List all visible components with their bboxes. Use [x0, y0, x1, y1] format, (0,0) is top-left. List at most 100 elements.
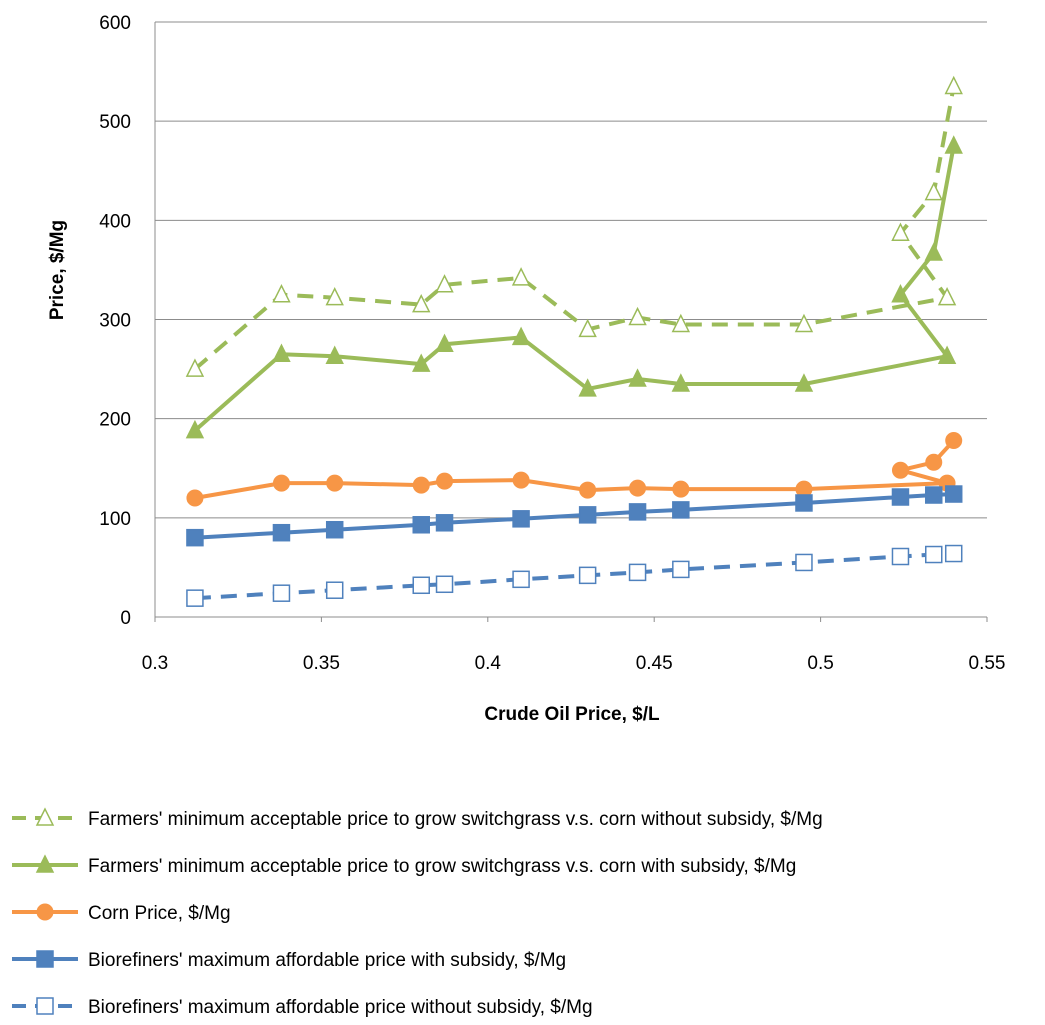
y-tick-label: 0 — [120, 608, 131, 629]
series-4 — [186, 544, 963, 607]
y-tick-label: 500 — [99, 112, 131, 133]
x-tick-label: 0.3 — [142, 653, 168, 674]
data-point — [891, 461, 909, 479]
y-tick-label: 100 — [99, 509, 131, 530]
legend-item-0: Farmers' minimum acceptable price to gro… — [12, 807, 823, 830]
data-point — [924, 181, 943, 201]
data-point — [795, 553, 813, 572]
data-point — [272, 284, 291, 303]
data-point — [944, 135, 963, 154]
series-2 — [186, 431, 963, 507]
data-point — [925, 486, 943, 504]
data-point — [186, 528, 204, 547]
data-point — [325, 520, 344, 539]
axes — [154, 22, 987, 618]
y-tick-label: 600 — [99, 13, 131, 34]
plot-area — [185, 75, 963, 607]
data-point — [891, 488, 910, 506]
data-point — [628, 368, 647, 387]
legend-label: Farmers' minimum acceptable price to gro… — [88, 809, 823, 830]
data-point — [186, 489, 204, 507]
data-point — [891, 547, 910, 566]
data-point — [937, 345, 957, 364]
data-point — [578, 318, 597, 338]
data-point — [891, 284, 910, 303]
legend-marker-swatch — [36, 950, 54, 968]
legend-marker-swatch — [36, 903, 54, 921]
y-axis-title: Price, $/Mg — [47, 220, 68, 320]
data-point — [671, 373, 691, 392]
data-point — [435, 333, 454, 353]
data-point — [412, 516, 430, 534]
data-point — [511, 267, 531, 286]
legend-label: Biorefiners' maximum affordable price wi… — [88, 950, 566, 971]
data-point — [944, 544, 963, 563]
data-point — [672, 560, 690, 579]
x-tick-label: 0.45 — [636, 653, 673, 674]
series-line-2 — [194, 439, 956, 500]
data-point — [944, 485, 963, 503]
data-point — [186, 589, 204, 607]
legend-item-2: Corn Price, $/Mg — [12, 903, 231, 924]
data-point — [272, 343, 291, 362]
legend-item-4: Biorefiners' maximum affordable price wi… — [12, 997, 593, 1018]
data-point — [672, 480, 690, 498]
series-line-3 — [194, 492, 954, 540]
x-tick-label: 0.35 — [303, 653, 340, 674]
series-0 — [185, 75, 963, 377]
data-point — [325, 287, 344, 306]
series-line-1 — [193, 145, 956, 433]
data-point — [412, 353, 431, 372]
data-point — [436, 472, 454, 490]
legend-marker-swatch — [35, 807, 55, 826]
data-point — [326, 474, 344, 492]
data-point — [272, 523, 291, 542]
data-point — [512, 570, 530, 589]
series-3 — [186, 485, 963, 547]
data-point — [412, 576, 430, 595]
x-tick-labels: 0.3 0.35 0.4 0.45 0.5 0.55 — [142, 617, 1006, 674]
data-point — [325, 581, 344, 599]
data-point — [794, 373, 814, 392]
data-point — [435, 274, 454, 293]
data-point — [325, 345, 344, 364]
data-point — [925, 545, 943, 564]
data-point — [628, 563, 647, 582]
data-point — [937, 287, 957, 306]
data-point — [511, 326, 531, 346]
data-point — [435, 514, 454, 532]
data-point — [578, 566, 597, 585]
legend-marker-swatch — [35, 854, 55, 873]
data-point — [412, 476, 430, 494]
data-point — [924, 242, 943, 261]
data-point — [579, 481, 597, 499]
data-point — [435, 575, 454, 594]
data-point — [512, 471, 530, 489]
data-point — [578, 506, 597, 524]
data-point — [185, 419, 205, 439]
y-tick-label: 300 — [99, 311, 131, 332]
series-1 — [185, 135, 963, 439]
data-point — [412, 293, 431, 313]
legend-item-1: Farmers' minimum acceptable price to gro… — [12, 854, 796, 877]
data-point — [944, 75, 963, 95]
legend-label: Corn Price, $/Mg — [88, 903, 231, 924]
legend-label: Biorefiners' maximum affordable price wi… — [88, 997, 593, 1018]
legend-label: Farmers' minimum acceptable price to gro… — [88, 856, 796, 877]
x-tick-label: 0.5 — [807, 653, 833, 674]
data-point — [629, 479, 647, 497]
data-point — [672, 501, 690, 519]
data-point — [891, 222, 910, 241]
data-point — [272, 584, 291, 602]
gridlines — [155, 21, 987, 519]
series-line-4 — [194, 551, 954, 601]
data-point — [628, 503, 647, 521]
x-tick-label: 0.4 — [475, 653, 502, 674]
data-point — [945, 431, 963, 449]
legend-item-3: Biorefiners' maximum affordable price wi… — [12, 950, 566, 971]
data-point — [795, 494, 813, 512]
series-line-0 — [193, 86, 956, 371]
x-tick-label: 0.55 — [969, 653, 1006, 674]
legend-marker-swatch — [36, 997, 54, 1015]
